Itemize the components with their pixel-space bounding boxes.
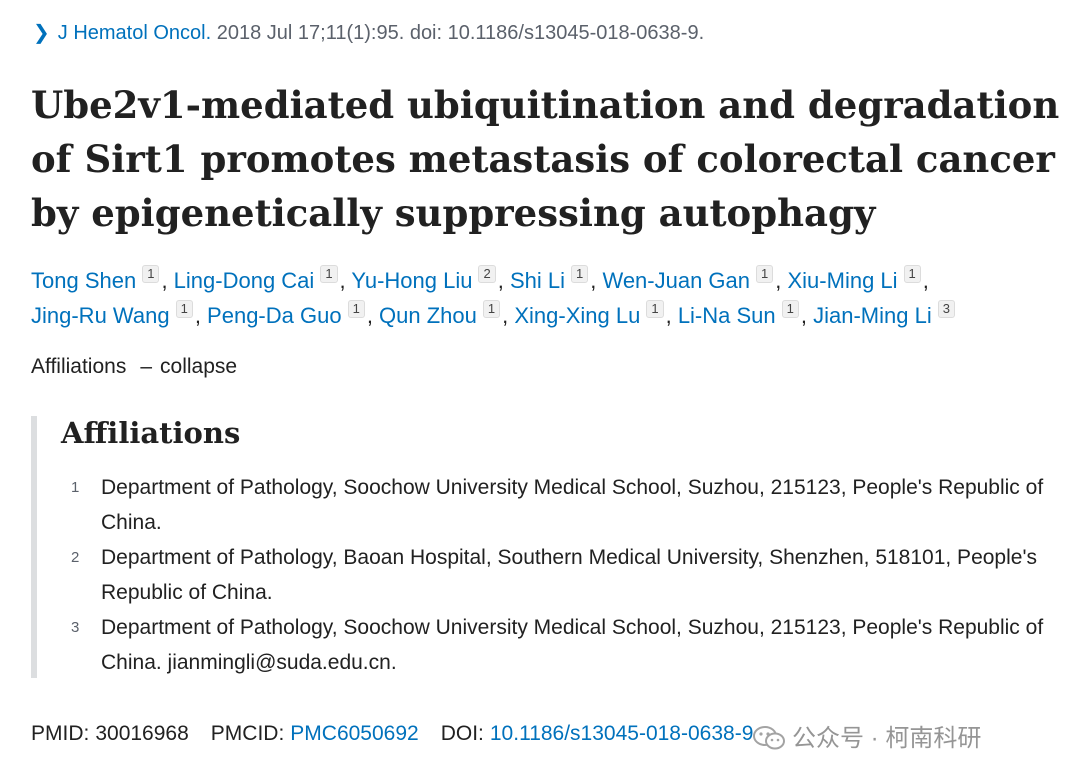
affiliation-superscript[interactable]: 1	[756, 265, 774, 283]
author-item: Shi Li 1	[509, 265, 590, 293]
author-name-link[interactable]: Jing-Ru Wang	[31, 303, 170, 328]
author-item: Yu-Hong Liu 2	[351, 265, 497, 293]
affiliations-toggle[interactable]: Affiliations – collapse	[31, 355, 237, 379]
watermark: 公众号 · 柯南科研	[752, 718, 981, 753]
affiliation-number: 1	[71, 479, 80, 496]
author-name-link[interactable]: Yu-Hong Liu	[351, 268, 473, 293]
collapse-link[interactable]: collapse	[160, 355, 238, 378]
affiliation-superscript[interactable]: 3	[937, 300, 955, 318]
author-item: Wen-Juan Gan 1	[602, 265, 775, 293]
author-name-link[interactable]: Qun Zhou	[379, 303, 477, 328]
affiliation-text: Department of Pathology, Baoan Hospital,…	[101, 546, 1037, 604]
chevron-right-icon[interactable]: ❯	[33, 22, 50, 44]
affiliation-superscript[interactable]: 1	[142, 265, 160, 283]
wechat-icon	[753, 726, 785, 750]
doi-link[interactable]: 10.1186/s13045-018-0638-9	[489, 722, 754, 745]
affiliation-superscript[interactable]: 1	[175, 300, 193, 318]
affiliation-text: Department of Pathology, Soochow Univers…	[101, 476, 1044, 534]
affiliation-item: 2 Department of Pathology, Baoan Hospita…	[61, 540, 1051, 610]
affiliation-superscript[interactable]: 1	[320, 265, 338, 283]
affiliation-superscript[interactable]: 1	[646, 300, 664, 318]
affiliation-superscript[interactable]: 1	[347, 300, 365, 318]
author-name-link[interactable]: Li-Na Sun	[677, 303, 776, 328]
affiliation-superscript[interactable]: 1	[570, 265, 589, 283]
article-title: Ube2v1-mediated ubiquitination and degra…	[31, 83, 1060, 235]
affiliation-superscript[interactable]: 1	[482, 300, 501, 318]
watermark-text: 公众号 · 柯南科研	[792, 725, 982, 752]
author-name-link[interactable]: Tong Shen	[31, 268, 137, 293]
affiliation-number: 2	[71, 549, 80, 566]
affiliation-number: 3	[71, 619, 80, 636]
citation-line: ❯ J Hematol Oncol. 2018 Jul 17;11(1):95. …	[33, 20, 704, 45]
doi-label: DOI:	[440, 722, 484, 745]
affiliations-toggle-label: Affiliations	[31, 355, 127, 378]
identifiers-line: PMID: 30016968 PMCID: PMC6050692 DOI: 10.1186…	[31, 722, 753, 746]
author-name-link[interactable]: Peng-Da Guo	[207, 303, 342, 328]
author-name-link[interactable]: Shi Li	[509, 268, 565, 293]
author-name-link[interactable]: Xing-Xing Lu	[514, 303, 641, 328]
author-item: Qun Zhou 1	[379, 300, 502, 328]
journal-link[interactable]: J Hematol Oncol.	[57, 22, 212, 44]
affiliation-text: Department of Pathology, Soochow Univers…	[101, 616, 1044, 674]
pmcid-link[interactable]: PMC6050692	[290, 722, 419, 745]
collapse-dash-icon: –	[140, 355, 153, 378]
affiliation-superscript[interactable]: 1	[781, 300, 799, 318]
author-item: Tong Shen 1	[31, 265, 161, 293]
pmid-label: PMID:	[31, 722, 90, 745]
author-item: Xing-Xing Lu 1	[514, 300, 665, 328]
citation-details: 2018 Jul 17;11(1):95. doi: 10.1186/s1304…	[216, 22, 705, 44]
affiliation-superscript[interactable]: 2	[478, 265, 496, 283]
author-item: Jian-Ming Li 3	[813, 300, 957, 328]
pmcid-label: PMCID:	[210, 722, 285, 745]
author-item: Peng-Da Guo 1	[207, 300, 367, 328]
author-item: Jing-Ru Wang 1	[31, 300, 195, 328]
author-item: Ling-Dong Cai 1	[173, 265, 340, 293]
affiliations-heading: Affiliations	[61, 416, 241, 450]
pmid-value: 30016968	[95, 722, 189, 745]
affiliations-list: 1 Department of Pathology, Soochow Unive…	[61, 470, 1051, 680]
affiliations-panel: Affiliations 1 Department of Pathology, …	[31, 416, 1067, 678]
affiliation-item: 1 Department of Pathology, Soochow Unive…	[61, 470, 1051, 540]
affiliation-item: 3 Department of Pathology, Soochow Unive…	[61, 610, 1051, 680]
author-name-link[interactable]: Jian-Ming Li	[813, 303, 932, 328]
author-name-link[interactable]: Wen-Juan Gan	[602, 268, 751, 293]
author-name-link[interactable]: Xiu-Ming Li	[787, 268, 898, 293]
author-item: Xiu-Ming Li 1	[787, 265, 923, 293]
affiliation-superscript[interactable]: 1	[903, 265, 921, 283]
author-name-link[interactable]: Ling-Dong Cai	[173, 268, 315, 293]
author-list: Tong Shen 1, Ling-Dong Cai 1, Yu-Hong Liu 2…	[31, 263, 1061, 333]
author-item: Li-Na Sun 1	[677, 300, 801, 328]
